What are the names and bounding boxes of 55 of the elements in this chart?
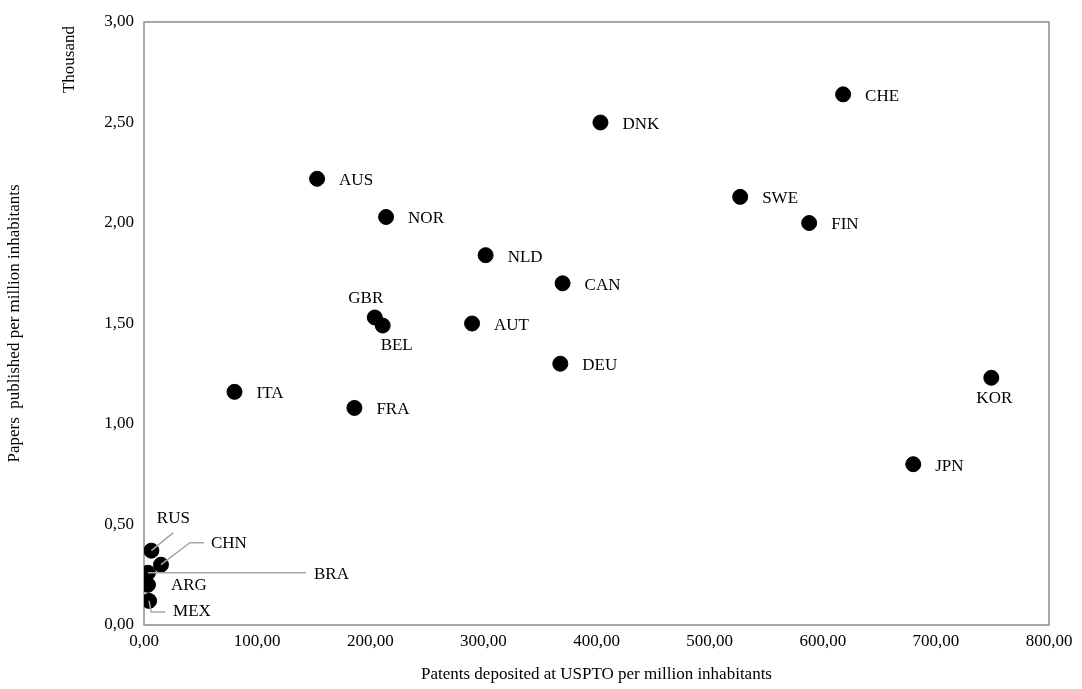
point — [477, 247, 494, 264]
point — [801, 215, 818, 231]
y-tick-label: 3,00 — [104, 11, 134, 31]
annotation: CAN — [584, 274, 621, 294]
annotation: FIN — [831, 214, 859, 234]
annotation: ARG — [170, 575, 207, 595]
y-tick-label: 1,50 — [104, 312, 134, 332]
point — [464, 315, 481, 332]
annotation: SWE — [762, 188, 799, 208]
annotation: AUT — [494, 314, 530, 334]
annotation: JPN — [935, 455, 964, 475]
annotation: DEU — [582, 355, 618, 375]
annotation: AUS — [339, 170, 374, 190]
point — [554, 275, 571, 292]
point — [309, 170, 326, 187]
text: Thousand — [59, 25, 79, 94]
point — [552, 355, 569, 372]
point — [346, 399, 363, 416]
annotation: DNK — [622, 113, 661, 133]
annotation: BRA — [313, 564, 350, 584]
point — [152, 556, 169, 573]
y-axis-title: Papers published per million inhabitants — [3, 184, 23, 463]
y-tick-label: 0,50 — [104, 513, 134, 533]
x-tick-label: 600,00 — [799, 630, 847, 650]
annotation: ITA — [256, 383, 285, 403]
x-tick-label: 100,00 — [233, 630, 281, 650]
point — [905, 456, 922, 473]
point — [374, 317, 391, 334]
annotation: FRA — [376, 399, 411, 419]
annotation: BEL — [380, 334, 413, 354]
annotation: KOR — [976, 388, 1013, 408]
y-tick-label: 2,00 — [104, 212, 134, 232]
x-tick-label: 200,00 — [346, 630, 394, 650]
x-tick-label: 800,00 — [1025, 630, 1073, 650]
annotation: GBR — [348, 287, 384, 307]
x-axis-title: Patents deposited at USPTO per million inhabitants — [421, 664, 772, 684]
annotation: CHE — [865, 85, 900, 105]
point — [378, 208, 395, 225]
annotation: NOR — [408, 208, 445, 228]
point — [983, 369, 1000, 386]
point — [592, 114, 609, 131]
annotation: NLD — [507, 246, 543, 266]
y-tick-label: 2,50 — [104, 111, 134, 131]
annotation: MEX — [173, 601, 211, 621]
point — [226, 383, 243, 400]
x-tick-label: 400,00 — [573, 630, 620, 650]
x-tick-label: 500,00 — [686, 630, 733, 650]
point — [835, 86, 852, 103]
annotation: RUS — [156, 508, 190, 528]
x-tick-label: 700,00 — [912, 630, 960, 650]
point — [144, 542, 160, 559]
point — [732, 188, 749, 205]
y-tick-label: 1,00 — [104, 413, 134, 433]
x-tick-label: 300,00 — [460, 630, 507, 650]
annotation: CHN — [210, 533, 247, 553]
